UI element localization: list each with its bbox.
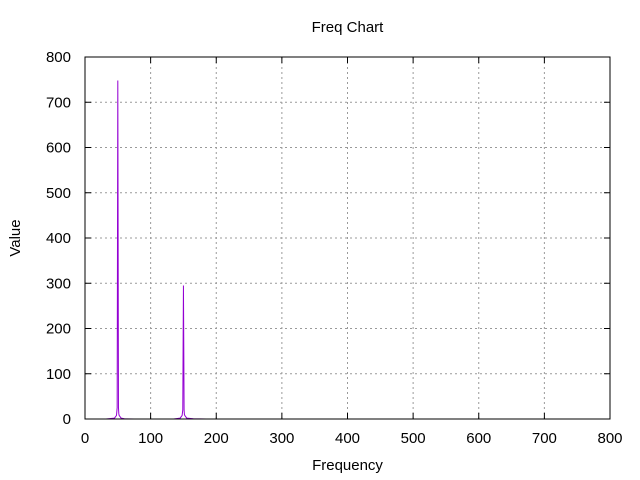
y-tick-label: 400 xyxy=(46,230,71,247)
chart-title: Freq Chart xyxy=(312,19,385,36)
y-tick-label: 800 xyxy=(46,49,71,66)
x-tick-label: 0 xyxy=(81,430,89,447)
x-tick-label: 200 xyxy=(204,430,229,447)
x-axis-label: Frequency xyxy=(312,457,383,474)
x-tick-label: 700 xyxy=(532,430,557,447)
y-tick-label: 500 xyxy=(46,185,71,202)
y-tick-label: 200 xyxy=(46,321,71,338)
series-layer xyxy=(105,80,207,420)
x-tick-label: 300 xyxy=(269,430,294,447)
x-tick-label: 400 xyxy=(335,430,360,447)
y-tick-label: 0 xyxy=(63,411,71,428)
series-line-0 xyxy=(105,80,207,420)
axis-ticks: 0 100 200 300 400 500 600 700 800 0 100 200 300 400 50… xyxy=(46,49,623,447)
grid-lines xyxy=(85,57,610,419)
y-axis-label: Value xyxy=(7,219,24,256)
y-tick-label: 600 xyxy=(46,140,71,157)
y-tick-label: 700 xyxy=(46,94,71,111)
x-tick-label: 100 xyxy=(138,430,163,447)
x-tick-label: 800 xyxy=(597,430,622,447)
y-tick-label: 100 xyxy=(46,366,71,383)
y-tick-label: 300 xyxy=(46,275,71,292)
x-tick-label: 500 xyxy=(401,430,426,447)
x-tick-label: 600 xyxy=(466,430,491,447)
